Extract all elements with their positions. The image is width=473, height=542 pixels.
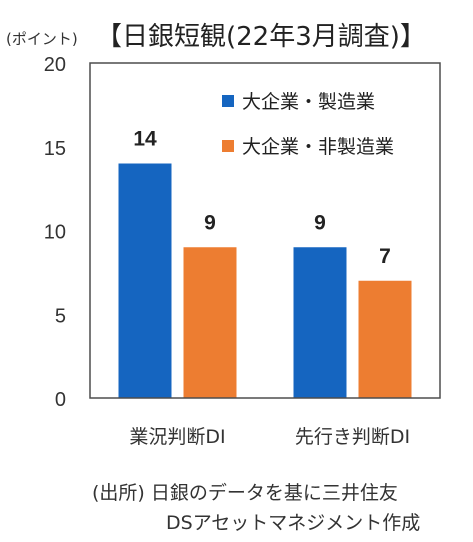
legend-label: 大企業・非製造業 <box>242 136 394 158</box>
data-label: 14 <box>133 128 157 151</box>
data-label: 9 <box>204 211 216 234</box>
y-tick-label: 15 <box>44 138 66 160</box>
unit-label: (ポイント) <box>6 30 78 48</box>
plot-area-frame <box>89 62 441 399</box>
y-tick-label: 10 <box>44 222 66 244</box>
bar <box>293 247 347 398</box>
x-axis-labels: 業況判断DI 先行き判断DI <box>129 426 410 448</box>
y-tick-label: 20 <box>44 54 66 76</box>
data-label: 9 <box>314 211 326 234</box>
x-axis-category-label: 先行き判断DI <box>295 426 410 448</box>
chart-title: 【日銀短観(22年3月調査)】 <box>96 22 426 52</box>
y-tick-label: 5 <box>55 305 66 327</box>
data-labels: 14 9 9 7 <box>133 128 391 268</box>
data-label: 7 <box>379 245 391 268</box>
legend-label: 大企業・製造業 <box>242 91 375 113</box>
source-note-line1: (出所) 日銀のデータを基に三井住友 <box>92 482 398 504</box>
bar <box>358 280 412 398</box>
bar <box>183 247 237 398</box>
bars <box>118 163 412 398</box>
y-tick-label: 0 <box>55 389 66 411</box>
x-axis-category-label: 業況判断DI <box>129 426 225 448</box>
bar-chart: 0 5 10 15 20 14 9 9 7 業況判断DI 先行き判断DI 大企業・製造業大企業・… <box>44 54 441 448</box>
legend-swatch <box>222 95 234 107</box>
source-note-line2: DSアセットマネジメント作成 <box>166 512 421 534</box>
legend-swatch <box>222 140 234 152</box>
y-axis-tick-labels: 0 5 10 15 20 <box>44 54 66 411</box>
bar <box>118 163 172 398</box>
